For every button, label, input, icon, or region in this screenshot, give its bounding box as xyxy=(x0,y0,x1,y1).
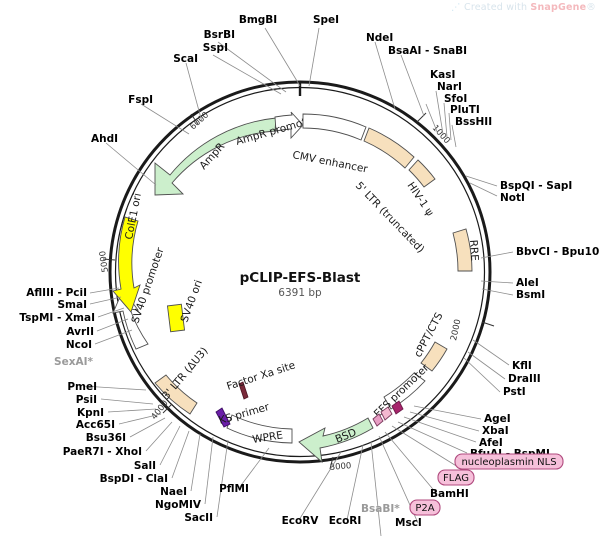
tag-label-p2a: P2A xyxy=(415,503,434,514)
feature-p2a-marker[interactable] xyxy=(391,400,404,415)
enzyme-label-fspi[interactable]: FspI xyxy=(128,94,153,106)
watermark-suffix: ® xyxy=(586,2,596,13)
enzyme-label-bsmi[interactable]: BsmI xyxy=(516,289,545,301)
enzyme-label-draiii[interactable]: DraIII xyxy=(508,373,541,385)
tick-1000 xyxy=(416,112,427,123)
enzyme-label-bmgbi[interactable]: BmgBI xyxy=(239,14,277,26)
tick-label-5000: 5000 xyxy=(98,250,111,273)
feature-wpre[interactable]: WPRE xyxy=(226,414,293,446)
feature-factor-xa-site[interactable]: Factor Xa site xyxy=(225,359,297,400)
enzyme-label-bsu36i[interactable]: Bsu36I xyxy=(86,432,126,444)
enzyme-label-nari[interactable]: NarI xyxy=(437,81,462,93)
enzyme-label-agei[interactable]: AgeI xyxy=(484,413,511,425)
enzyme-label-pluti[interactable]: PluTI xyxy=(450,104,480,116)
feature-rre[interactable]: RRE xyxy=(452,228,480,272)
feature-label-cole1-ori: ColE1 ori xyxy=(123,192,144,240)
enzyme-leader-lines xyxy=(82,27,514,537)
watermark-brand: SnapGene xyxy=(530,2,587,13)
watermark-prefix: Created with xyxy=(464,2,531,13)
enzyme-label-ndei[interactable]: NdeI xyxy=(366,32,393,44)
enzyme-label-sfoi[interactable]: SfoI xyxy=(444,93,467,105)
enzyme-label-bspqi-sapi[interactable]: BspQI - SapI xyxy=(500,180,572,192)
enzyme-label-sspi[interactable]: SspI xyxy=(203,42,228,54)
enzyme-label-xbai[interactable]: XbaI xyxy=(482,425,509,437)
tick-2000 xyxy=(481,321,495,327)
enzyme-label-spei[interactable]: SpeI xyxy=(313,14,339,26)
enzyme-label-smai[interactable]: SmaI xyxy=(58,299,88,311)
tick-label-3000: 3000 xyxy=(329,461,351,473)
enzyme-label-alei[interactable]: AleI xyxy=(516,277,539,289)
feature-label-sv40-promoter: SV40 promoter xyxy=(129,245,166,325)
enzyme-label-pmei[interactable]: PmeI xyxy=(67,381,97,393)
feature-label-rre: RRE xyxy=(467,239,480,261)
enzyme-label-acc65i[interactable]: Acc65I xyxy=(76,419,115,431)
feature-flag-marker[interactable] xyxy=(372,413,384,427)
feature-hiv1-psi[interactable]: HIV-1 ψ xyxy=(405,159,436,219)
enzyme-label-bsrbi[interactable]: BsrBI xyxy=(204,29,235,41)
enzyme-label-bsaai-snabi[interactable]: BsaAI - SnaBI xyxy=(388,45,467,57)
feature-sv40-ori[interactable]: SV40 ori xyxy=(166,278,205,333)
tag-label-nucleoplasmin-nls: nucleoplasmin NLS xyxy=(461,457,556,468)
snapgene-logo-icon: ⋰ xyxy=(451,2,461,13)
tag-label-flag: FLAG xyxy=(443,473,469,484)
enzyme-label-bsabi[interactable]: BsaBI* xyxy=(361,503,400,515)
feature-bsd[interactable]: BSD xyxy=(298,417,374,464)
enzyme-label-bsshii[interactable]: BssHII xyxy=(455,116,492,128)
enzyme-label-pflmi[interactable]: PflMI xyxy=(219,483,249,495)
feature-label-factor-xa-site: Factor Xa site xyxy=(225,359,297,392)
enzyme-label-paer7i-xhoi[interactable]: PaeR7I - XhoI xyxy=(63,446,142,458)
enzyme-label-psii[interactable]: PsiI xyxy=(76,394,97,406)
enzyme-label-scai[interactable]: ScaI xyxy=(173,53,198,65)
tick-3000 xyxy=(329,456,334,470)
enzyme-label-ahdi[interactable]: AhdI xyxy=(91,133,118,145)
feature-label-cmv-enhancer: CMV enhancer xyxy=(291,149,369,175)
enzyme-label-kfli[interactable]: KflI xyxy=(512,360,532,372)
tag-box-p2a[interactable]: P2A xyxy=(409,499,441,516)
feature-label-hiv1-psi: HIV-1 ψ xyxy=(405,180,436,219)
feature-efs-promoter[interactable]: EFS promoter xyxy=(372,362,432,421)
enzyme-label-sexai[interactable]: SexAI* xyxy=(54,356,93,368)
tag-box-flag[interactable]: FLAG xyxy=(437,469,475,486)
tick-6000 xyxy=(190,113,199,125)
feature-label-sv40-ori: SV40 ori xyxy=(179,278,205,324)
enzyme-label-psti[interactable]: PstI xyxy=(503,386,526,398)
feature-label-bsd: BSD xyxy=(334,426,359,445)
feature-cmv-enhancer[interactable]: CMV enhancer xyxy=(291,113,369,176)
enzyme-label-ecorv[interactable]: EcoRV xyxy=(282,515,320,527)
feature-label-wpre: WPRE xyxy=(252,429,284,446)
enzyme-label-kpni[interactable]: KpnI xyxy=(77,407,104,419)
enzyme-label-naei[interactable]: NaeI xyxy=(160,486,187,498)
enzyme-label-bbvci-bpu10i[interactable]: BbvCI - Bpu10I xyxy=(516,246,600,258)
position-ticks: 1000 2000 3000 4000 5000 6000 xyxy=(98,82,495,473)
feature-cppt-cts[interactable]: cPPT/CTS xyxy=(412,310,448,372)
feature-nls-marker[interactable] xyxy=(380,406,393,421)
enzyme-label-noti[interactable]: NotI xyxy=(500,192,525,204)
enzyme-label-sali[interactable]: SalI xyxy=(134,460,156,472)
enzyme-label-bspdi-clai[interactable]: BspDI - ClaI xyxy=(100,473,168,485)
feature-label-3-ltr: 3' LTR (ΔU3) xyxy=(160,345,210,402)
snapgene-watermark: ⋰ Created with SnapGene® xyxy=(451,2,596,13)
enzyme-label-ncoi[interactable]: NcoI xyxy=(66,339,92,351)
tick-5000 xyxy=(102,258,116,261)
enzyme-label-ngomiv[interactable]: NgoMIV xyxy=(155,499,202,511)
enzyme-label-avrii[interactable]: AvrII xyxy=(66,326,94,338)
enzyme-label-tspmi-xmai[interactable]: TspMI - XmaI xyxy=(19,312,95,324)
enzyme-label-msci[interactable]: MscI xyxy=(395,517,422,529)
tick-4000 xyxy=(162,403,173,414)
enzyme-label-afei[interactable]: AfeI xyxy=(479,437,503,449)
enzyme-label-kasi[interactable]: KasI xyxy=(430,69,455,81)
plasmid-name: pCLIP-EFS-Blast xyxy=(240,270,361,286)
enzyme-label-sacii[interactable]: SacII xyxy=(184,512,213,524)
tag-box-nucleoplasmin-nls[interactable]: nucleoplasmin NLS xyxy=(454,453,564,470)
enzyme-label-afliii-pcii[interactable]: AflIII - PciI xyxy=(26,287,87,299)
feature-label-efs-promoter: EFS promoter xyxy=(372,362,432,421)
enzyme-label-ecori[interactable]: EcoRI xyxy=(329,515,362,527)
enzyme-label-bamhi[interactable]: BamHI xyxy=(430,488,469,500)
tick-label-2000: 2000 xyxy=(449,318,463,341)
plasmid-size: 6391 bp xyxy=(278,287,322,299)
